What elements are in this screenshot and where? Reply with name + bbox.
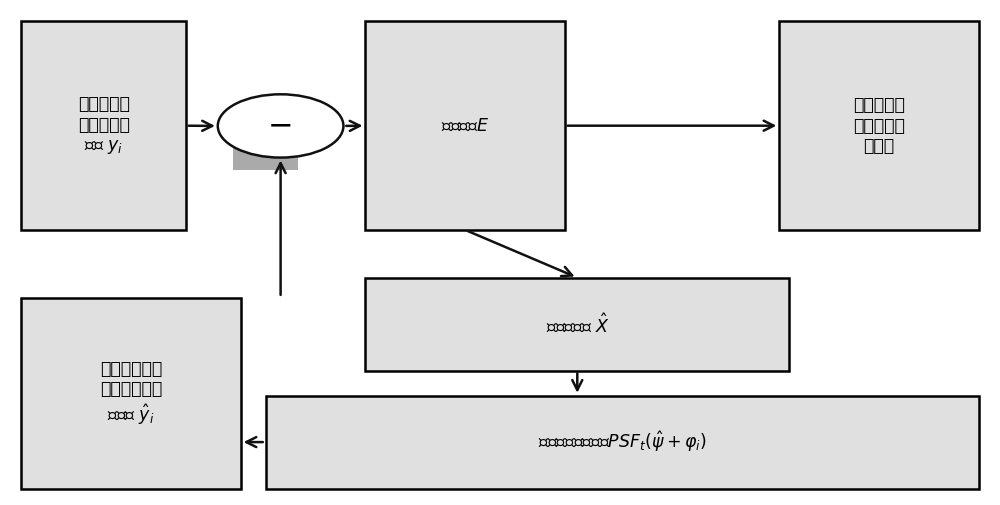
Text: −: −	[268, 112, 293, 140]
Text: 接受到的多
帧退化红外
图像 $y_i$: 接受到的多 帧退化红外 图像 $y_i$	[78, 95, 130, 157]
Text: 子空间信任区域法$PSF_t(\hat{\psi}+\varphi_i)$: 子空间信任区域法$PSF_t(\hat{\psi}+\varphi_i)$	[538, 430, 707, 454]
Text: 估计出的湍
流校正超分
辨图像: 估计出的湍 流校正超分 辨图像	[853, 96, 905, 156]
Circle shape	[218, 94, 343, 158]
FancyBboxPatch shape	[365, 22, 565, 230]
Bar	[233, 136, 298, 170]
FancyBboxPatch shape	[779, 22, 979, 230]
FancyBboxPatch shape	[21, 298, 241, 488]
FancyBboxPatch shape	[21, 22, 186, 230]
FancyBboxPatch shape	[266, 395, 979, 488]
Text: 梯度下降法 $\hat{X}$: 梯度下降法 $\hat{X}$	[546, 313, 609, 335]
Text: 惩罚函数$E$: 惩罚函数$E$	[441, 117, 489, 135]
FancyBboxPatch shape	[365, 278, 789, 371]
Text: 根据退化参数
估计的退化红
外图像 $\hat{y}_i$: 根据退化参数 估计的退化红 外图像 $\hat{y}_i$	[100, 360, 162, 427]
